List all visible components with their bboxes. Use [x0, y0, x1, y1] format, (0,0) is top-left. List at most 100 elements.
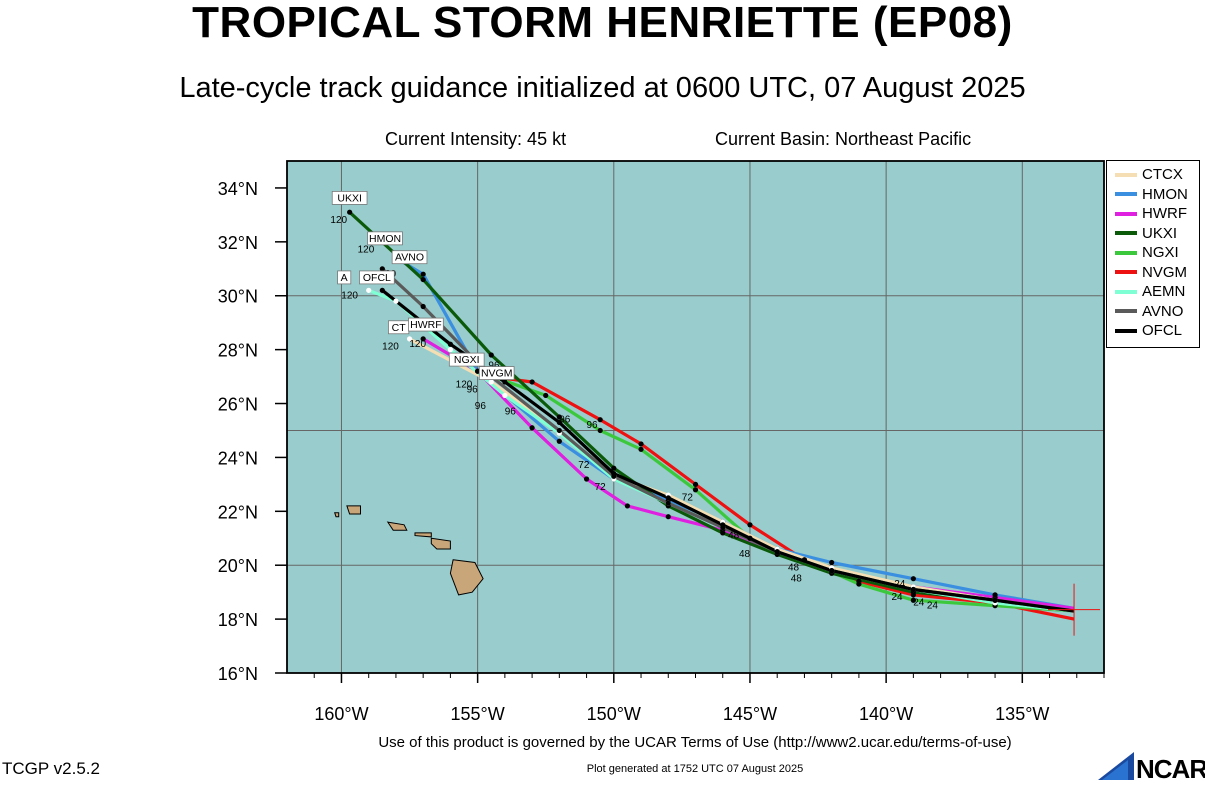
legend-swatch [1115, 192, 1137, 197]
legend-item-ukxi: UKXI [1107, 224, 1199, 244]
track-point [856, 581, 862, 587]
track-point [638, 446, 644, 452]
current-basin: Current Basin: Northeast Pacific [715, 129, 972, 149]
model-end-label: NVGM [481, 368, 513, 380]
forecast-hour-label: 72 [578, 460, 590, 471]
legend-swatch [1115, 211, 1137, 216]
forecast-hour-label: 120 [409, 339, 426, 350]
lon-tick-label: 135°W [995, 704, 1049, 724]
page-title: TROPICAL STORM HENRIETTE (EP08) [192, 0, 1013, 47]
track-point [747, 535, 753, 541]
legend-item-hmon: HMON [1107, 185, 1199, 205]
forecast-hour-label: 24 [891, 592, 903, 603]
legend-label: AVNO [1142, 302, 1184, 320]
track-point [638, 441, 644, 447]
track-ukxi [348, 211, 1075, 613]
legend-swatch [1115, 328, 1137, 333]
model-label-box [448, 352, 485, 367]
track-point [347, 209, 353, 215]
track-point [420, 336, 426, 342]
legend-swatch [1115, 231, 1137, 236]
legend-item-nvgm: NVGM [1107, 263, 1199, 283]
track-point [393, 298, 399, 304]
plot-generated: Plot generated at 1752 UTC 07 August 202… [586, 763, 804, 775]
lon-tick-label: 150°W [587, 704, 641, 724]
model-end-label: AVNO [395, 252, 424, 264]
lat-tick-label: 32°N [218, 233, 258, 253]
lat-tick-label: 22°N [218, 502, 258, 522]
forecast-hour-label: 96 [559, 414, 571, 425]
forecast-hour-label: 120 [358, 245, 375, 256]
legend-label: UKXI [1142, 224, 1178, 242]
ncar-logo-text: NCAR [1136, 754, 1205, 784]
model-end-label: HMON [369, 233, 401, 245]
track-point [447, 341, 453, 347]
track-point [829, 568, 835, 574]
track-point [556, 419, 562, 425]
track-point [420, 303, 426, 310]
forecast-hour-label: 48 [788, 563, 800, 574]
track-point [665, 495, 671, 501]
lon-tick-label: 155°W [451, 704, 505, 724]
legend-item-ctcx: CTCX [1107, 165, 1199, 185]
forecast-hour-label: 96 [475, 401, 487, 412]
legend-swatch [1115, 250, 1137, 255]
model-label-box [478, 366, 515, 380]
forecast-hour-label: 72 [682, 493, 694, 504]
island-oahu [386, 521, 408, 531]
lon-tick-label: 145°W [723, 704, 777, 724]
model-end-label: UKXI [337, 192, 362, 204]
legend-item-avno: AVNO [1107, 302, 1199, 322]
track-point [420, 276, 426, 283]
model-label-box [337, 270, 352, 285]
track-point [556, 438, 562, 444]
forecast-hour-label: 120 [341, 290, 358, 301]
forecast-hour-label: 96 [467, 385, 479, 396]
legend-swatch [1115, 289, 1137, 294]
model-label-box [391, 250, 428, 265]
track-point [488, 379, 494, 385]
version-label: TCGP v2.5.2 [2, 759, 100, 778]
track-point [366, 287, 372, 293]
forecast-hour-label: 24 [913, 598, 925, 609]
lat-tick-label: 28°N [218, 341, 258, 361]
page-subtitle: Late-cycle track guidance initialized at… [179, 72, 1026, 104]
track-point [379, 266, 385, 272]
forecast-hour-label: 48 [739, 549, 751, 560]
forecast-hour-label: 96 [586, 420, 598, 431]
track-point [502, 392, 508, 399]
track-point [829, 559, 835, 566]
island-maui [430, 537, 451, 550]
track-point [583, 476, 590, 482]
track-point [611, 465, 617, 471]
track-point [529, 425, 535, 431]
legend-item-ofcl: OFCL [1107, 321, 1199, 341]
lat-tick-label: 30°N [218, 287, 258, 307]
forecast-hour-label: 96 [488, 360, 500, 371]
legend-item-aemn: AEMN [1107, 282, 1199, 302]
current-intensity: Current Intensity: 45 kt [385, 129, 567, 149]
island-kauai [346, 505, 361, 515]
lon-tick-label: 140°W [859, 704, 913, 724]
lat-tick-label: 26°N [218, 395, 258, 415]
legend-item-ngxi: NGXI [1107, 243, 1199, 263]
legend-label: NVGM [1142, 263, 1187, 281]
legend-swatch [1115, 172, 1137, 177]
track-point [992, 597, 998, 603]
forecast-hour-label: 48 [791, 573, 803, 584]
model-end-label: HWRF [410, 319, 442, 331]
track-point [420, 271, 426, 277]
forecast-hour-label: 120 [456, 379, 473, 390]
legend-swatch [1115, 270, 1137, 275]
track-point [665, 514, 671, 520]
ncar-logo-icon [1098, 752, 1134, 780]
forecast-hour-label: 24 [927, 600, 939, 611]
forecast-hour-label: 96 [505, 406, 517, 417]
island-hawaii [449, 559, 484, 596]
island-molokai [414, 532, 432, 538]
track-point [488, 352, 494, 358]
legend-label: HMON [1142, 185, 1188, 203]
track-point [720, 530, 726, 536]
legend-label: OFCL [1142, 322, 1183, 340]
forecast-hour-label: 72 [595, 482, 607, 493]
